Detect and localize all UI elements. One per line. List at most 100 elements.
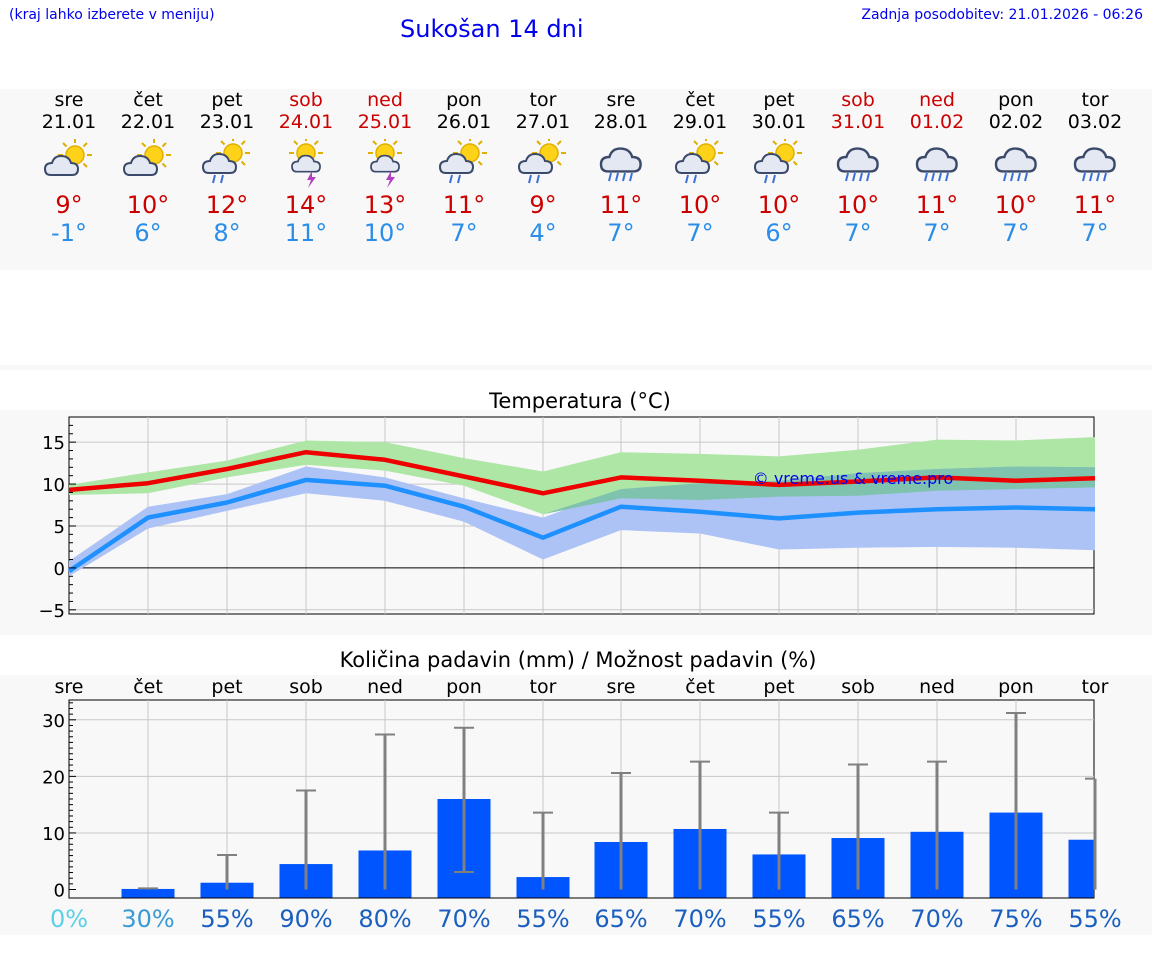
min-temp-line <box>67 477 1096 574</box>
temp-min: 7° <box>607 219 635 247</box>
day-date: 27.01 <box>515 111 571 133</box>
day-name: čet <box>133 89 163 111</box>
day-name: sre <box>54 89 84 111</box>
temp-min: 7° <box>450 219 478 247</box>
temp-max: 10° <box>678 191 722 219</box>
temperature-y-axis: −5 0 5 10 15 <box>38 416 76 622</box>
day-date: 31.01 <box>830 111 886 133</box>
day-column: sre 21.01 9° -1° <box>29 89 109 247</box>
temp-min: 8° <box>213 219 241 247</box>
day-date: 21.01 <box>41 111 97 133</box>
day-label: čet <box>685 676 715 698</box>
temp-min: -1° <box>51 219 87 247</box>
precip-chance-label: 55% <box>1068 905 1121 933</box>
menu-hint: (kraj lahko izberete v meniju) <box>9 7 215 23</box>
precip-chance-label: 30% <box>121 905 174 933</box>
sun-cloud-rain-icon <box>436 136 492 189</box>
day-name: ned <box>367 89 403 111</box>
day-date: 23.01 <box>199 111 255 133</box>
temp-max: 11° <box>915 191 959 219</box>
day-column: ned 25.01 13° 10° <box>345 89 425 247</box>
day-column: tor 27.01 9° 4° <box>503 89 583 247</box>
day-label: sre <box>607 676 636 698</box>
sun-cloud-rain-icon <box>672 136 728 189</box>
temp-min: 6° <box>134 219 162 247</box>
day-date: 03.02 <box>1067 111 1123 133</box>
day-column: pon 02.02 10° 7° <box>976 89 1056 247</box>
precip-chance-label: 55% <box>516 905 569 933</box>
temp-max: 11° <box>599 191 643 219</box>
day-name: pet <box>211 89 243 111</box>
precip-chance-label: 70% <box>910 905 963 933</box>
page-title: Sukošan 14 dni <box>400 15 584 43</box>
day-date: 28.01 <box>593 111 649 133</box>
precipitation-day-labels: sre čet pet sob ned pon tor sre čet pet sob ned pon t… <box>55 676 1109 698</box>
day-column: čet 22.01 10° 6° <box>108 89 188 247</box>
temperature-lines <box>67 449 1096 574</box>
day-label: pet <box>763 676 794 698</box>
day-label: ned <box>367 676 403 698</box>
overlap-band <box>69 464 1095 515</box>
day-name: tor <box>529 89 557 111</box>
temp-min: 7° <box>1081 219 1109 247</box>
day-label: čet <box>133 676 163 698</box>
day-label: sre <box>55 676 84 698</box>
precip-bar <box>200 882 254 898</box>
day-column: tor 03.02 11° 7° <box>1055 89 1135 247</box>
cloud-rain-icon <box>988 139 1044 189</box>
precip-chance-label: 55% <box>200 905 253 933</box>
day-label: pet <box>211 676 242 698</box>
precip-chance-label: 55% <box>752 905 805 933</box>
precip-chance-label: 70% <box>673 905 726 933</box>
day-column: čet 29.01 10° 7° <box>660 89 740 247</box>
sun-cloud-rain-icon <box>515 136 571 189</box>
temp-max: 10° <box>126 191 170 219</box>
temp-min: 10° <box>363 219 407 247</box>
daily-forecast-panel: sre 21.01 9° -1° čet 22.01 10° 6° pet 23.01 12° 8° s… <box>0 89 1152 270</box>
precip-chance-label: 65% <box>594 905 647 933</box>
day-column: sre 28.01 11° 7° <box>581 89 661 247</box>
cloud-rain-icon <box>593 139 649 189</box>
day-column: pon 26.01 11° 7° <box>424 89 504 247</box>
day-name: pon <box>446 89 482 111</box>
max-temp-line <box>68 449 1096 496</box>
day-date: 25.01 <box>357 111 413 133</box>
day-label: pon <box>446 676 482 698</box>
precip-chance-label: 80% <box>358 905 411 933</box>
day-column: sob 24.01 14° 11° <box>266 89 346 247</box>
day-column: sob 31.01 10° 7° <box>818 89 898 247</box>
y-tick-label: 0 <box>54 559 65 580</box>
day-date: 02.02 <box>988 111 1044 133</box>
sun-cloud-rain-icon <box>751 136 807 189</box>
precip-chance-label: 75% <box>989 905 1042 933</box>
temp-min: 7° <box>1002 219 1030 247</box>
day-name: sob <box>289 89 323 111</box>
divider <box>0 365 1152 370</box>
day-name: pet <box>763 89 795 111</box>
day-column: ned 01.02 11° 7° <box>897 89 977 247</box>
day-label: tor <box>1082 676 1109 698</box>
sun-storm-icon <box>357 136 413 189</box>
temp-max: 11° <box>442 191 486 219</box>
precipitation-bars <box>69 712 1097 899</box>
temp-min: 6° <box>765 219 793 247</box>
watermark: © vreme.us & vreme.pro <box>753 469 954 488</box>
day-column: pet 30.01 10° 6° <box>739 89 819 247</box>
day-column: pet 23.01 12° 8° <box>187 89 267 247</box>
precip-bar <box>1068 839 1094 898</box>
temp-min: 7° <box>686 219 714 247</box>
temp-max: 10° <box>757 191 801 219</box>
precip-chance-label: 65% <box>831 905 884 933</box>
cloud-rain-icon <box>830 139 886 189</box>
cloud-rain-icon <box>909 139 965 189</box>
y-tick-label: 10 <box>42 475 65 496</box>
y-tick-label: 30 <box>42 711 65 732</box>
precipitation-chart-title: Količina padavin (mm) / Možnost padavin … <box>340 648 817 672</box>
day-name: sre <box>606 89 636 111</box>
precipitation-chance-labels: 0% 30% 55% 90% 80% 70% 55% 65% 70% 55% 65% 70% 75% 55… <box>50 905 1122 933</box>
day-label: pon <box>998 676 1034 698</box>
precip-bar <box>121 888 175 898</box>
sun-cloud-rain-icon <box>199 136 255 189</box>
y-tick-label: 5 <box>54 517 65 538</box>
sun-storm-icon <box>278 136 334 189</box>
